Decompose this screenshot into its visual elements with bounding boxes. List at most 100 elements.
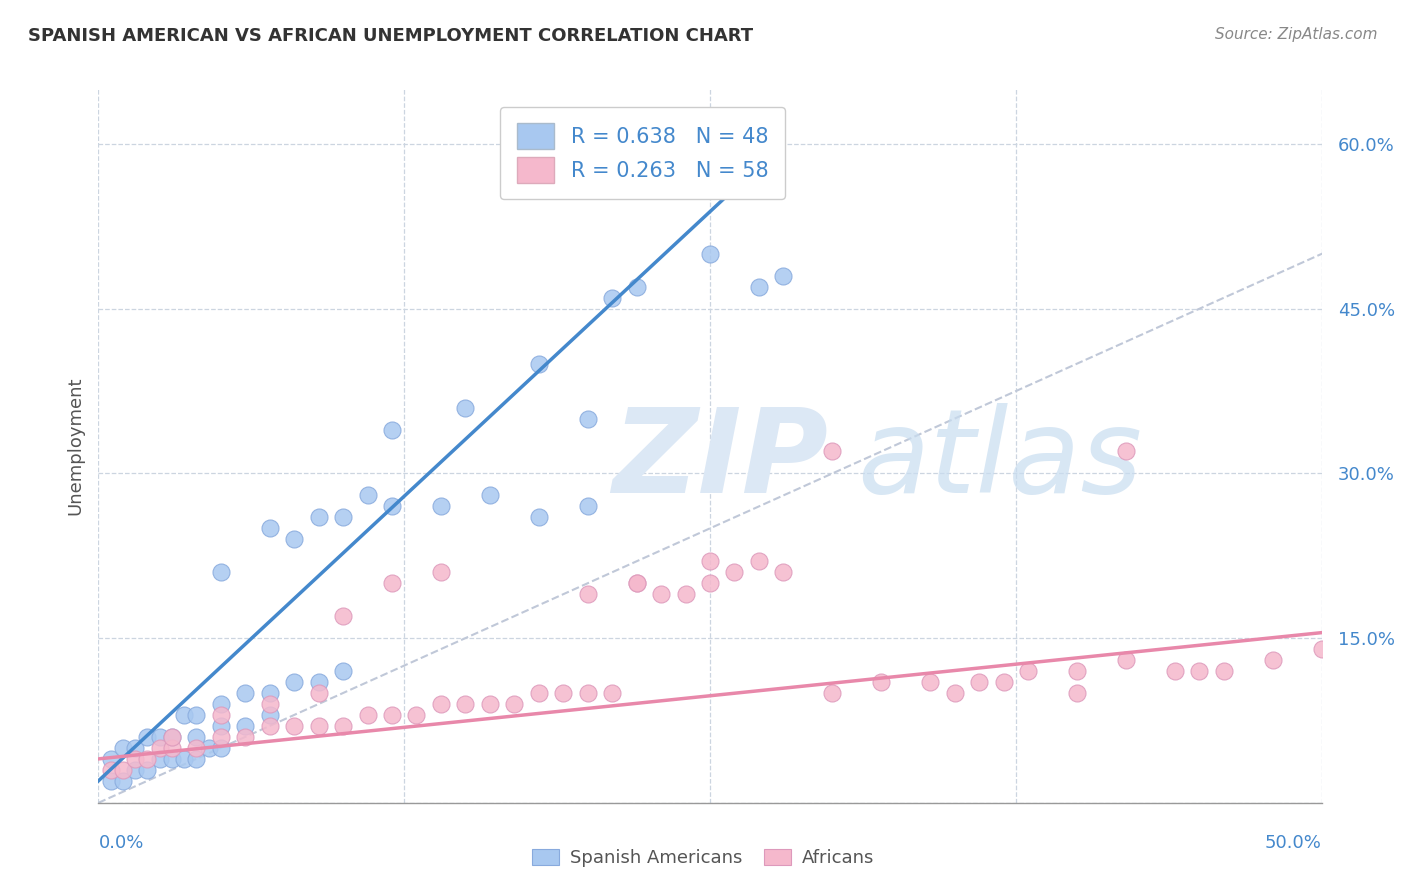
Point	[650, 587, 672, 601]
Point	[381, 500, 404, 514]
Point	[209, 697, 232, 711]
Point	[600, 291, 623, 305]
Point	[209, 708, 232, 723]
Point	[308, 675, 330, 690]
Point	[527, 357, 550, 371]
Point	[821, 686, 844, 700]
Point	[111, 773, 134, 788]
Point	[1261, 653, 1284, 667]
Point	[870, 675, 893, 690]
Point	[259, 719, 281, 733]
Point	[332, 719, 354, 733]
Point	[943, 686, 966, 700]
Point	[308, 719, 330, 733]
Point	[356, 488, 378, 502]
Point	[332, 510, 354, 524]
Point	[124, 740, 146, 755]
Text: atlas: atlas	[856, 403, 1142, 517]
Point	[186, 752, 208, 766]
Point	[576, 411, 599, 425]
Point	[430, 566, 453, 580]
Point	[149, 740, 172, 755]
Point	[699, 554, 721, 568]
Point	[160, 740, 183, 755]
Point	[259, 521, 281, 535]
Point	[160, 752, 183, 766]
Point	[699, 576, 721, 591]
Point	[1212, 664, 1234, 678]
Text: 50.0%: 50.0%	[1265, 834, 1322, 852]
Point	[1188, 664, 1211, 678]
Point	[233, 719, 256, 733]
Point	[111, 740, 134, 755]
Point	[553, 686, 575, 700]
Point	[111, 763, 134, 777]
Point	[381, 423, 404, 437]
Point	[209, 566, 232, 580]
Point	[430, 500, 453, 514]
Point	[920, 675, 942, 690]
Point	[160, 730, 183, 744]
Point	[100, 752, 122, 766]
Point	[748, 554, 770, 568]
Point	[186, 730, 208, 744]
Point	[1017, 664, 1039, 678]
Text: ZIP: ZIP	[612, 403, 828, 517]
Point	[332, 664, 354, 678]
Point	[454, 697, 477, 711]
Point	[430, 697, 453, 711]
Point	[136, 730, 159, 744]
Point	[626, 280, 648, 294]
Point	[1115, 653, 1137, 667]
Point	[259, 708, 281, 723]
Point	[772, 566, 794, 580]
Point	[1310, 642, 1333, 657]
Point	[723, 566, 745, 580]
Point	[308, 686, 330, 700]
Point	[478, 697, 501, 711]
Point	[283, 533, 305, 547]
Point	[576, 686, 599, 700]
Point	[626, 576, 648, 591]
Point	[209, 730, 232, 744]
Point	[100, 773, 122, 788]
Point	[600, 686, 623, 700]
Point	[186, 708, 208, 723]
Point	[993, 675, 1015, 690]
Point	[454, 401, 477, 415]
Point	[478, 488, 501, 502]
Point	[173, 708, 195, 723]
Point	[259, 697, 281, 711]
Point	[527, 510, 550, 524]
Point	[576, 500, 599, 514]
Point	[1066, 686, 1088, 700]
Point	[100, 763, 122, 777]
Point	[136, 763, 159, 777]
Point	[259, 686, 281, 700]
Point	[136, 752, 159, 766]
Point	[209, 740, 232, 755]
Point	[149, 730, 172, 744]
Point	[149, 752, 172, 766]
Point	[503, 697, 526, 711]
Point	[124, 752, 146, 766]
Legend: R = 0.638   N = 48, R = 0.263   N = 58: R = 0.638 N = 48, R = 0.263 N = 58	[501, 107, 786, 199]
Point	[675, 587, 697, 601]
Text: SPANISH AMERICAN VS AFRICAN UNEMPLOYMENT CORRELATION CHART: SPANISH AMERICAN VS AFRICAN UNEMPLOYMENT…	[28, 27, 754, 45]
Text: Source: ZipAtlas.com: Source: ZipAtlas.com	[1215, 27, 1378, 42]
Point	[356, 708, 378, 723]
Point	[197, 740, 219, 755]
Point	[332, 609, 354, 624]
Point	[209, 719, 232, 733]
Point	[283, 675, 305, 690]
Point	[283, 719, 305, 733]
Point	[173, 752, 195, 766]
Point	[527, 686, 550, 700]
Point	[967, 675, 990, 690]
Point	[160, 730, 183, 744]
Point	[186, 740, 208, 755]
Point	[699, 247, 721, 261]
Point	[233, 730, 256, 744]
Point	[381, 708, 404, 723]
Point	[233, 686, 256, 700]
